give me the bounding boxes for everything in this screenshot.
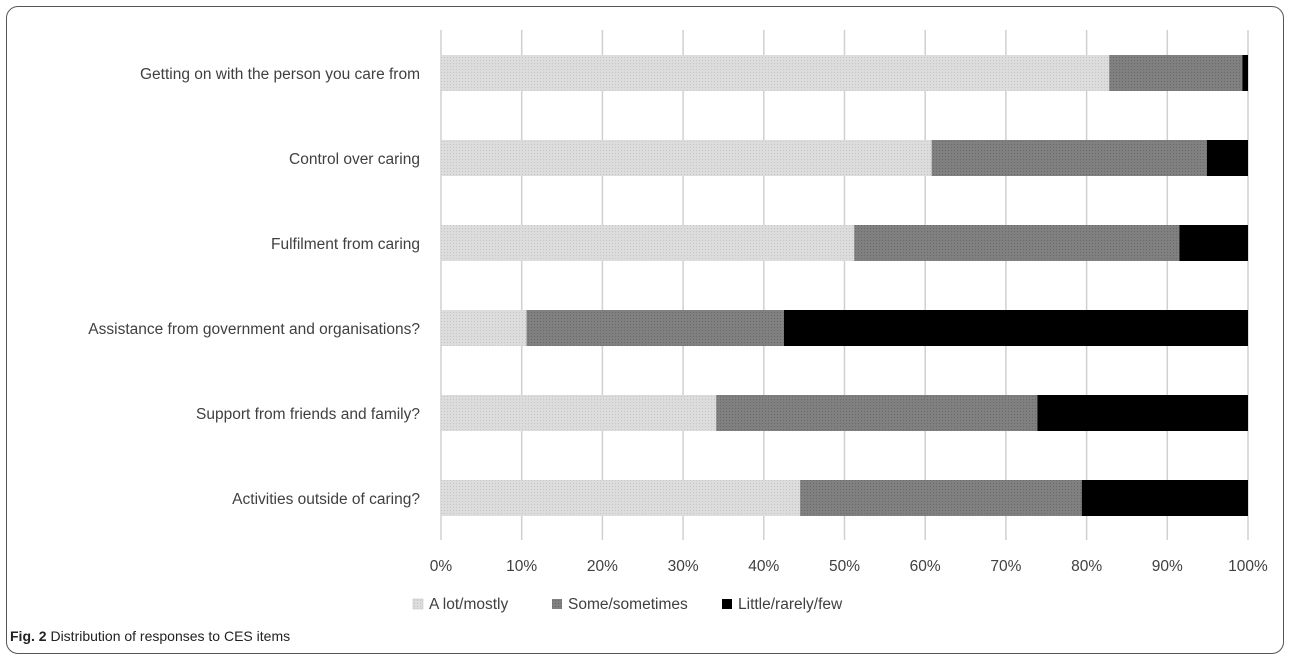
- category-label: Getting on with the person you care from: [140, 66, 420, 83]
- bar-segment: [1179, 225, 1248, 261]
- x-tick-label: 20%: [587, 558, 618, 575]
- caption-label: Fig. 2: [10, 628, 47, 644]
- bar-segment: [1242, 55, 1248, 91]
- x-tick-label: 10%: [506, 558, 537, 575]
- bar-segment: [441, 140, 932, 176]
- bar-segment: [441, 55, 1110, 91]
- x-tick-label: 90%: [1152, 558, 1183, 575]
- caption-text: Distribution of responses to CES items: [46, 628, 291, 644]
- bar-segment: [441, 480, 801, 516]
- category-label: Fulfilment from caring: [271, 236, 420, 253]
- figure-caption: Fig. 2 Distribution of responses to CES …: [10, 628, 290, 644]
- x-tick-label: 70%: [990, 558, 1021, 575]
- x-tick-label: 80%: [1071, 558, 1102, 575]
- legend-swatch: [722, 599, 732, 609]
- bar-segment: [1037, 395, 1248, 431]
- bar-segment: [1109, 55, 1243, 91]
- bar-segment: [441, 225, 855, 261]
- legend-label: Some/sometimes: [568, 596, 688, 613]
- bar-segment: [931, 140, 1207, 176]
- category-label: Support from friends and family?: [196, 406, 420, 423]
- gridlines: [440, 30, 1249, 540]
- category-label: Control over caring: [289, 151, 420, 168]
- bar-segment: [441, 395, 717, 431]
- category-label: Activities outside of caring?: [232, 491, 420, 508]
- legend-label: Little/rarely/few: [738, 596, 843, 613]
- legend-label: A lot/mostly: [429, 596, 508, 613]
- x-tick-labels: 0% 10% 20% 30% 40% 50% 60% 70% 80% 90% 100%: [430, 558, 1268, 575]
- x-tick-label: 50%: [829, 558, 860, 575]
- legend: A lot/mostly Some/sometimes Little/rarely/…: [412, 596, 843, 613]
- bar-segment: [800, 480, 1082, 516]
- bar-segment: [1206, 140, 1248, 176]
- category-label: Assistance from government and organisat…: [88, 321, 420, 338]
- bar-segment: [716, 395, 1038, 431]
- x-tick-label: 100%: [1228, 558, 1268, 575]
- x-tick-label: 0%: [430, 558, 453, 575]
- legend-swatch: [412, 598, 424, 610]
- legend-swatch: [552, 599, 562, 609]
- bar-segment: [783, 310, 1248, 346]
- bars: [441, 55, 1248, 516]
- bar-segment: [854, 225, 1180, 261]
- bar-segment: [1081, 480, 1248, 516]
- x-tick-label: 60%: [910, 558, 941, 575]
- bar-segment: [441, 310, 527, 346]
- category-labels: Getting on with the person you care from…: [88, 66, 420, 508]
- x-tick-label: 30%: [668, 558, 699, 575]
- bar-segment: [526, 310, 784, 346]
- x-tick-label: 40%: [748, 558, 779, 575]
